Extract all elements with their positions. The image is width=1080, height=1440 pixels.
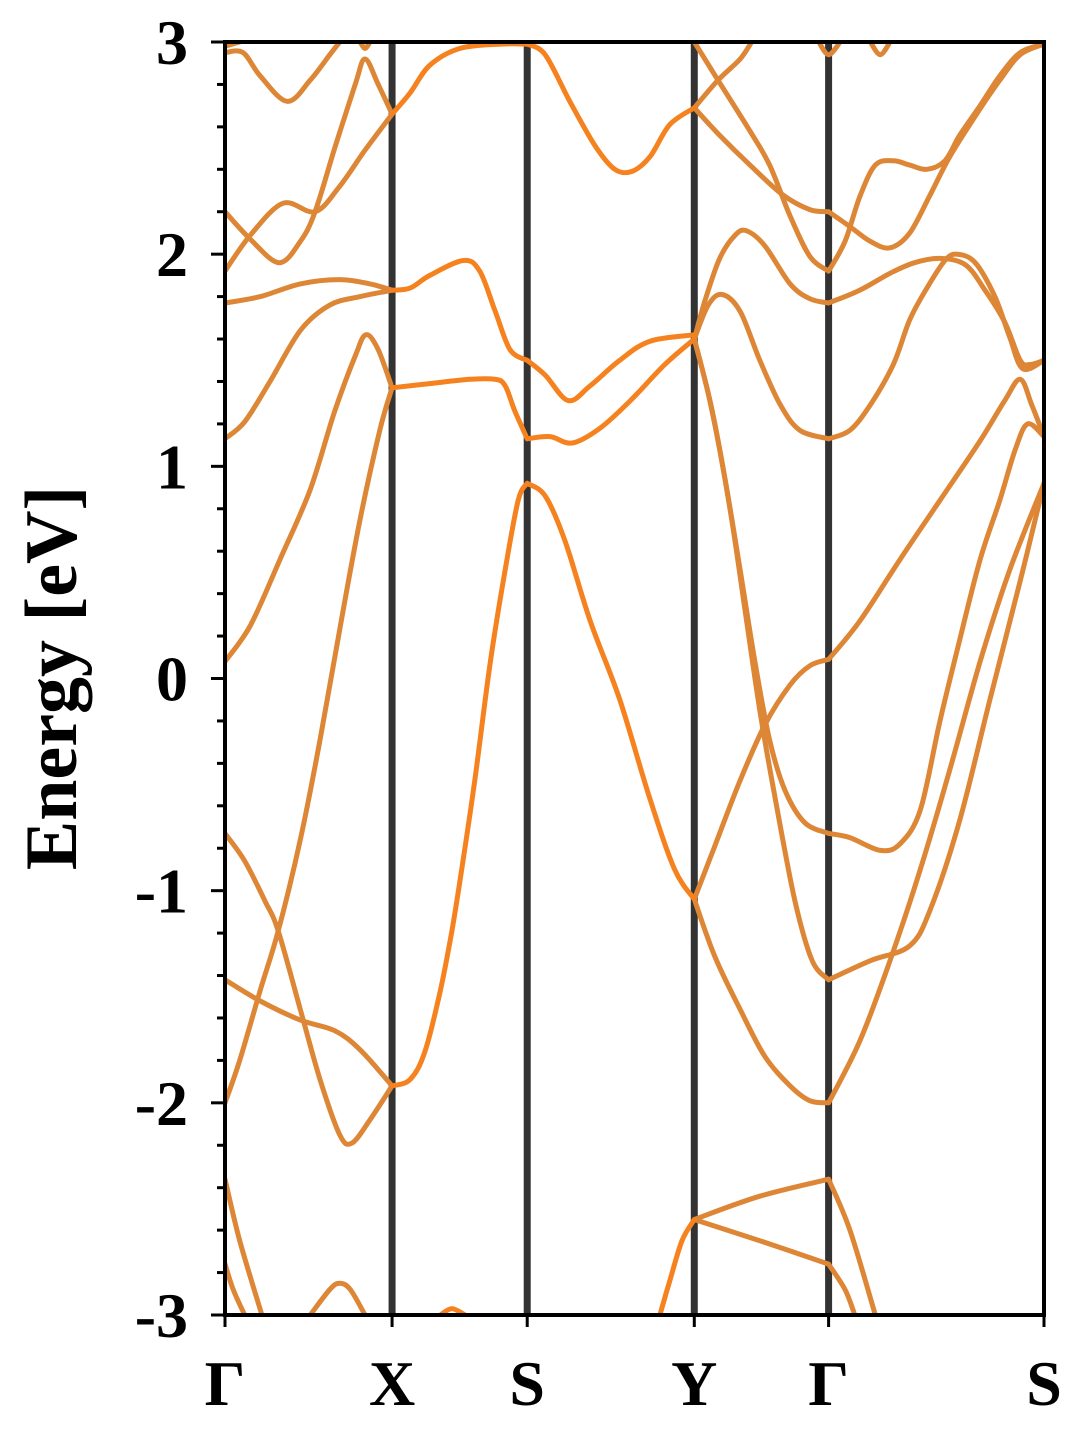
- band-line-0-35: [826, 1176, 878, 1315]
- bands: [225, 42, 1044, 1315]
- y-tick-label: 1: [156, 431, 188, 502]
- band-line-1-9: [657, 1217, 697, 1315]
- band-line-0-5: [225, 42, 343, 104]
- y-tick-label: 2: [156, 219, 188, 290]
- y-tick-label: -3: [135, 1280, 188, 1351]
- band-line-0-28: [826, 42, 1044, 274]
- band-line-0-10: [225, 977, 395, 1089]
- band-line-0-9: [225, 830, 395, 1147]
- band-line-1-2: [389, 376, 530, 442]
- band-line-0-25: [816, 42, 843, 58]
- band-line-1-3: [389, 480, 530, 1089]
- band-line-0-31: [826, 376, 1044, 662]
- band-line-0-26: [867, 42, 893, 58]
- band-line-0-14: [691, 105, 832, 215]
- band-line-0-13: [307, 1280, 368, 1315]
- band-line-0-11: [225, 1176, 265, 1315]
- band-line-0-20: [691, 336, 832, 983]
- band-line-0-30: [826, 251, 1044, 442]
- x-tick-label: Γ: [205, 1348, 246, 1419]
- y-tick-label: -2: [135, 1068, 188, 1139]
- y-axis-label: Energy [eV]: [11, 486, 93, 870]
- band-line-0-3: [225, 111, 395, 274]
- x-tick-label: S: [509, 1348, 545, 1419]
- band-line-0-32: [826, 421, 1044, 854]
- band-line-1-0: [389, 42, 530, 117]
- band-line-0-24: [691, 1217, 832, 1267]
- band-line-0-2: [225, 277, 395, 306]
- x-tick-label: X: [369, 1348, 415, 1419]
- band-line-0-36: [826, 1261, 858, 1315]
- band-line-0-15: [691, 42, 755, 111]
- band-line-1-5: [524, 42, 697, 176]
- band-line-1-6: [524, 332, 697, 404]
- band-line-0-18: [691, 291, 832, 442]
- band-line-0-0: [225, 332, 395, 664]
- band-line-0-29: [826, 255, 1044, 368]
- band-line-0-33: [826, 480, 1044, 983]
- y-tick-label: 3: [156, 7, 188, 78]
- band-line-0-17: [691, 227, 832, 342]
- band-line-1-1: [389, 257, 530, 363]
- band-line-0-27: [826, 42, 1044, 251]
- x-tick-label: Γ: [808, 1348, 849, 1419]
- band-line-1-7: [524, 336, 697, 446]
- y-tick-label: -1: [135, 856, 188, 927]
- band-line-1-8: [524, 480, 697, 902]
- band-line-0-23: [691, 1176, 832, 1222]
- x-tick-label: Y: [671, 1348, 717, 1419]
- band-line-0-22: [691, 896, 832, 1106]
- axis-ticks: [211, 40, 1046, 1327]
- band-line-0-12: [225, 1261, 248, 1315]
- band-line-0-4: [225, 56, 395, 266]
- band-line-0-16: [691, 42, 832, 274]
- y-tick-label: 0: [156, 644, 188, 715]
- y-tick-labels: -3 -2 -1 0 1 2 3: [135, 7, 188, 1351]
- band-line-0-34: [826, 480, 1044, 1106]
- band-line-0-21: [691, 656, 832, 902]
- plot-frame: [223, 40, 1046, 1317]
- band-line-0-8: [225, 385, 395, 1106]
- band-line-0-1: [225, 287, 395, 442]
- x-tick-label: S: [1026, 1348, 1062, 1419]
